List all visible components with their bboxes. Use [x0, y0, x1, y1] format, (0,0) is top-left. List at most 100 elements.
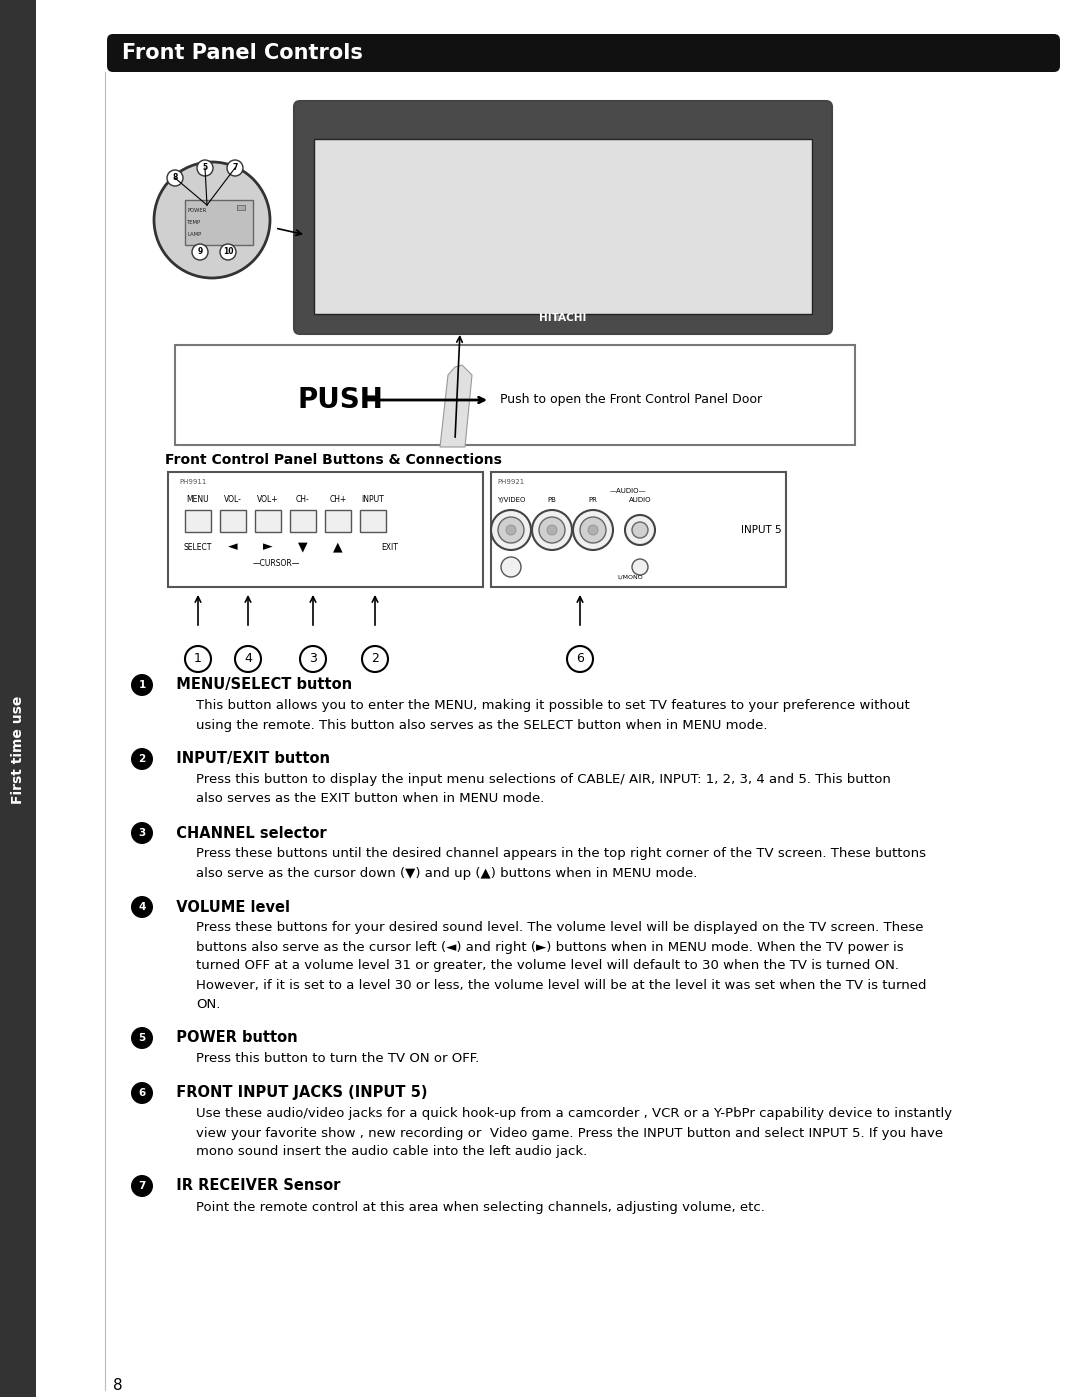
Text: buttons also serve as the cursor left (◄) and right (►) buttons when in MENU mod: buttons also serve as the cursor left (◄… [195, 940, 904, 954]
Text: MENU: MENU [187, 496, 210, 504]
Circle shape [300, 645, 326, 672]
Text: PH9921: PH9921 [498, 479, 525, 485]
Circle shape [131, 895, 153, 918]
Text: Press these buttons for your desired sound level. The volume level will be displ: Press these buttons for your desired sou… [195, 922, 923, 935]
Text: —AUDIO—: —AUDIO— [610, 488, 646, 495]
Text: CH+: CH+ [329, 496, 347, 504]
Text: 1: 1 [194, 652, 202, 665]
Text: VOL+: VOL+ [257, 496, 279, 504]
Text: L/MONO: L/MONO [617, 574, 643, 580]
Text: ▼: ▼ [298, 541, 308, 553]
Text: POWER: POWER [187, 208, 206, 212]
Text: 8: 8 [113, 1377, 123, 1393]
Text: turned OFF at a volume level 31 or greater, the volume level will default to 30 : turned OFF at a volume level 31 or great… [195, 960, 899, 972]
Circle shape [197, 161, 213, 176]
Circle shape [131, 673, 153, 696]
Text: INPUT/EXIT button: INPUT/EXIT button [166, 752, 330, 767]
Bar [314, 138, 812, 314]
Text: CH-: CH- [296, 496, 310, 504]
Circle shape [588, 525, 598, 535]
Text: Point the remote control at this area when selecting channels, adjusting volume,: Point the remote control at this area wh… [195, 1200, 765, 1214]
Text: 8: 8 [173, 173, 178, 183]
Bar [168, 472, 483, 587]
Bar [291, 510, 316, 532]
FancyBboxPatch shape [107, 34, 1059, 73]
Text: LAMP: LAMP [187, 232, 201, 236]
Bar [220, 510, 246, 532]
Text: 7: 7 [138, 1180, 146, 1192]
Text: Push to open the Front Control Panel Door: Push to open the Front Control Panel Doo… [500, 394, 762, 407]
Polygon shape [440, 365, 472, 447]
Text: 5: 5 [202, 163, 207, 172]
Text: 9: 9 [198, 247, 203, 257]
Circle shape [555, 314, 561, 321]
Bar [175, 345, 855, 446]
Text: CHANNEL selector: CHANNEL selector [166, 826, 326, 841]
Circle shape [362, 645, 388, 672]
Text: ◄: ◄ [228, 541, 238, 553]
Text: IR RECEIVER Sensor: IR RECEIVER Sensor [166, 1179, 340, 1193]
Circle shape [227, 161, 243, 176]
Circle shape [220, 244, 237, 260]
Text: However, if it is set to a level 30 or less, the volume level will be at the lev: However, if it is set to a level 30 or l… [195, 978, 927, 992]
Text: SELECT: SELECT [184, 542, 212, 552]
Text: This button allows you to enter the MENU, making it possible to set TV features : This button allows you to enter the MENU… [195, 700, 909, 712]
Circle shape [507, 525, 516, 535]
Text: HITACHI: HITACHI [539, 313, 586, 323]
Bar [185, 200, 253, 244]
Text: PB: PB [548, 497, 556, 503]
Text: AUDIO: AUDIO [629, 497, 651, 503]
Text: PH9911: PH9911 [179, 479, 206, 485]
Bar [0, 0, 36, 1397]
Text: ▲: ▲ [334, 541, 342, 553]
Text: POWER button: POWER button [166, 1031, 298, 1045]
Text: also serves as the EXIT button when in MENU mode.: also serves as the EXIT button when in M… [195, 792, 544, 806]
Text: mono sound insert the audio cable into the left audio jack.: mono sound insert the audio cable into t… [195, 1146, 588, 1158]
Text: EXIT: EXIT [381, 542, 399, 552]
Text: ON.: ON. [195, 997, 220, 1010]
Text: First time use: First time use [11, 696, 25, 805]
FancyBboxPatch shape [294, 101, 832, 334]
Text: VOL-: VOL- [224, 496, 242, 504]
Circle shape [501, 557, 521, 577]
Circle shape [539, 517, 565, 543]
Circle shape [573, 510, 613, 550]
Circle shape [532, 510, 572, 550]
Bar [360, 510, 386, 532]
Circle shape [167, 170, 183, 186]
Circle shape [625, 515, 654, 545]
Text: view your favorite show , new recording or  Video game. Press the INPUT button a: view your favorite show , new recording … [195, 1126, 943, 1140]
Circle shape [546, 525, 557, 535]
Text: —CURSOR—: —CURSOR— [253, 560, 299, 569]
Text: Front Control Panel Buttons & Connections: Front Control Panel Buttons & Connection… [165, 453, 502, 467]
Text: Press this button to display the input menu selections of CABLE/ AIR, INPUT: 1, : Press this button to display the input m… [195, 774, 891, 787]
Circle shape [131, 1027, 153, 1049]
Text: Use these audio/video jacks for a quick hook-up from a camcorder , VCR or a Y-Pb: Use these audio/video jacks for a quick … [195, 1108, 953, 1120]
Circle shape [498, 517, 524, 543]
Bar [325, 510, 351, 532]
Bar [255, 510, 281, 532]
Circle shape [491, 510, 531, 550]
Text: Y/VIDEO: Y/VIDEO [497, 497, 525, 503]
Text: 5: 5 [138, 1032, 146, 1044]
Text: FRONT INPUT JACKS (INPUT 5): FRONT INPUT JACKS (INPUT 5) [166, 1085, 428, 1101]
Circle shape [131, 1083, 153, 1104]
Bar [237, 205, 245, 210]
Text: 1: 1 [138, 680, 146, 690]
Text: Press this button to turn the TV ON or OFF.: Press this button to turn the TV ON or O… [195, 1052, 480, 1066]
Text: Front Panel Controls: Front Panel Controls [122, 43, 363, 63]
Circle shape [192, 244, 208, 260]
Text: 3: 3 [309, 652, 316, 665]
Bar [185, 510, 211, 532]
Circle shape [131, 1175, 153, 1197]
Circle shape [632, 522, 648, 538]
Circle shape [235, 645, 261, 672]
Circle shape [185, 645, 211, 672]
Text: VOLUME level: VOLUME level [166, 900, 291, 915]
Circle shape [154, 162, 270, 278]
Text: 3: 3 [138, 828, 146, 838]
Text: 2: 2 [372, 652, 379, 665]
Circle shape [632, 559, 648, 576]
Text: INPUT 5: INPUT 5 [741, 525, 781, 535]
Text: PUSH: PUSH [297, 386, 383, 414]
